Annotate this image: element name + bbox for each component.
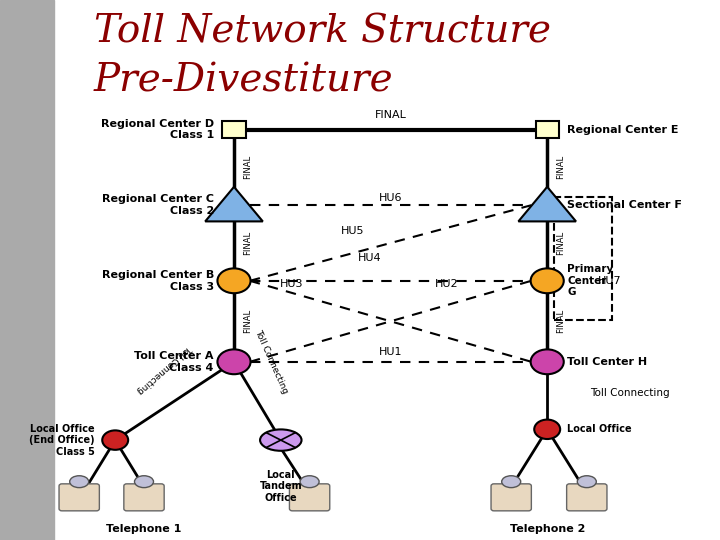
Text: FINAL: FINAL [243,309,252,333]
Text: HU4: HU4 [358,253,381,263]
Text: HU5: HU5 [341,226,364,236]
Text: Toll Center H: Toll Center H [567,357,647,367]
Text: HU1: HU1 [379,347,402,357]
Text: FINAL: FINAL [243,156,252,179]
Text: Regional Center D
Class 1: Regional Center D Class 1 [101,119,214,140]
Circle shape [102,430,128,450]
Text: Telephone 1: Telephone 1 [107,524,181,534]
Circle shape [534,420,560,439]
Circle shape [531,268,564,293]
Text: Local Office: Local Office [567,424,632,434]
Text: HU3: HU3 [280,279,303,289]
Ellipse shape [135,476,153,488]
Text: Primary
Center
G: Primary Center G [567,264,613,298]
Text: Local Office
(End Office)
Class 5: Local Office (End Office) Class 5 [30,423,95,457]
Text: HU6: HU6 [379,193,402,203]
Text: FINAL: FINAL [556,156,565,179]
FancyBboxPatch shape [491,484,531,511]
Text: Telephone 2: Telephone 2 [510,524,585,534]
Polygon shape [205,187,263,221]
Ellipse shape [260,429,302,451]
Polygon shape [518,187,576,221]
Ellipse shape [300,476,319,488]
Text: HU7: HU7 [598,276,621,286]
Text: FINAL: FINAL [375,110,407,120]
Text: Regional Center C
Class 2: Regional Center C Class 2 [102,194,214,216]
Text: FINAL: FINAL [556,309,565,333]
Text: Local
Tandem
Office: Local Tandem Office [259,470,302,503]
Text: Toll Connecting: Toll Connecting [590,388,670,398]
Text: Pre-Divestiture: Pre-Divestiture [94,62,393,99]
Ellipse shape [70,476,89,488]
Circle shape [531,349,564,374]
Bar [554,197,612,320]
Ellipse shape [577,476,596,488]
Text: Toll Network Structure: Toll Network Structure [94,14,551,51]
Text: Sectional Center F: Sectional Center F [567,200,683,210]
Circle shape [217,268,251,293]
Text: Regional Center E: Regional Center E [567,125,679,134]
Circle shape [217,349,251,374]
Text: Toll Connecting: Toll Connecting [135,343,193,395]
Bar [536,121,559,138]
Bar [0,0,54,540]
Text: Regional Center B
Class 3: Regional Center B Class 3 [102,270,214,292]
FancyBboxPatch shape [124,484,164,511]
Text: Toll Connecting: Toll Connecting [253,329,290,395]
Bar [222,121,246,138]
Text: HU2: HU2 [435,279,458,289]
FancyBboxPatch shape [567,484,607,511]
Ellipse shape [502,476,521,488]
Text: Toll Center A
Class 4: Toll Center A Class 4 [135,351,214,373]
Text: FINAL: FINAL [243,231,252,255]
FancyBboxPatch shape [59,484,99,511]
FancyBboxPatch shape [289,484,330,511]
Text: FINAL: FINAL [556,231,565,255]
